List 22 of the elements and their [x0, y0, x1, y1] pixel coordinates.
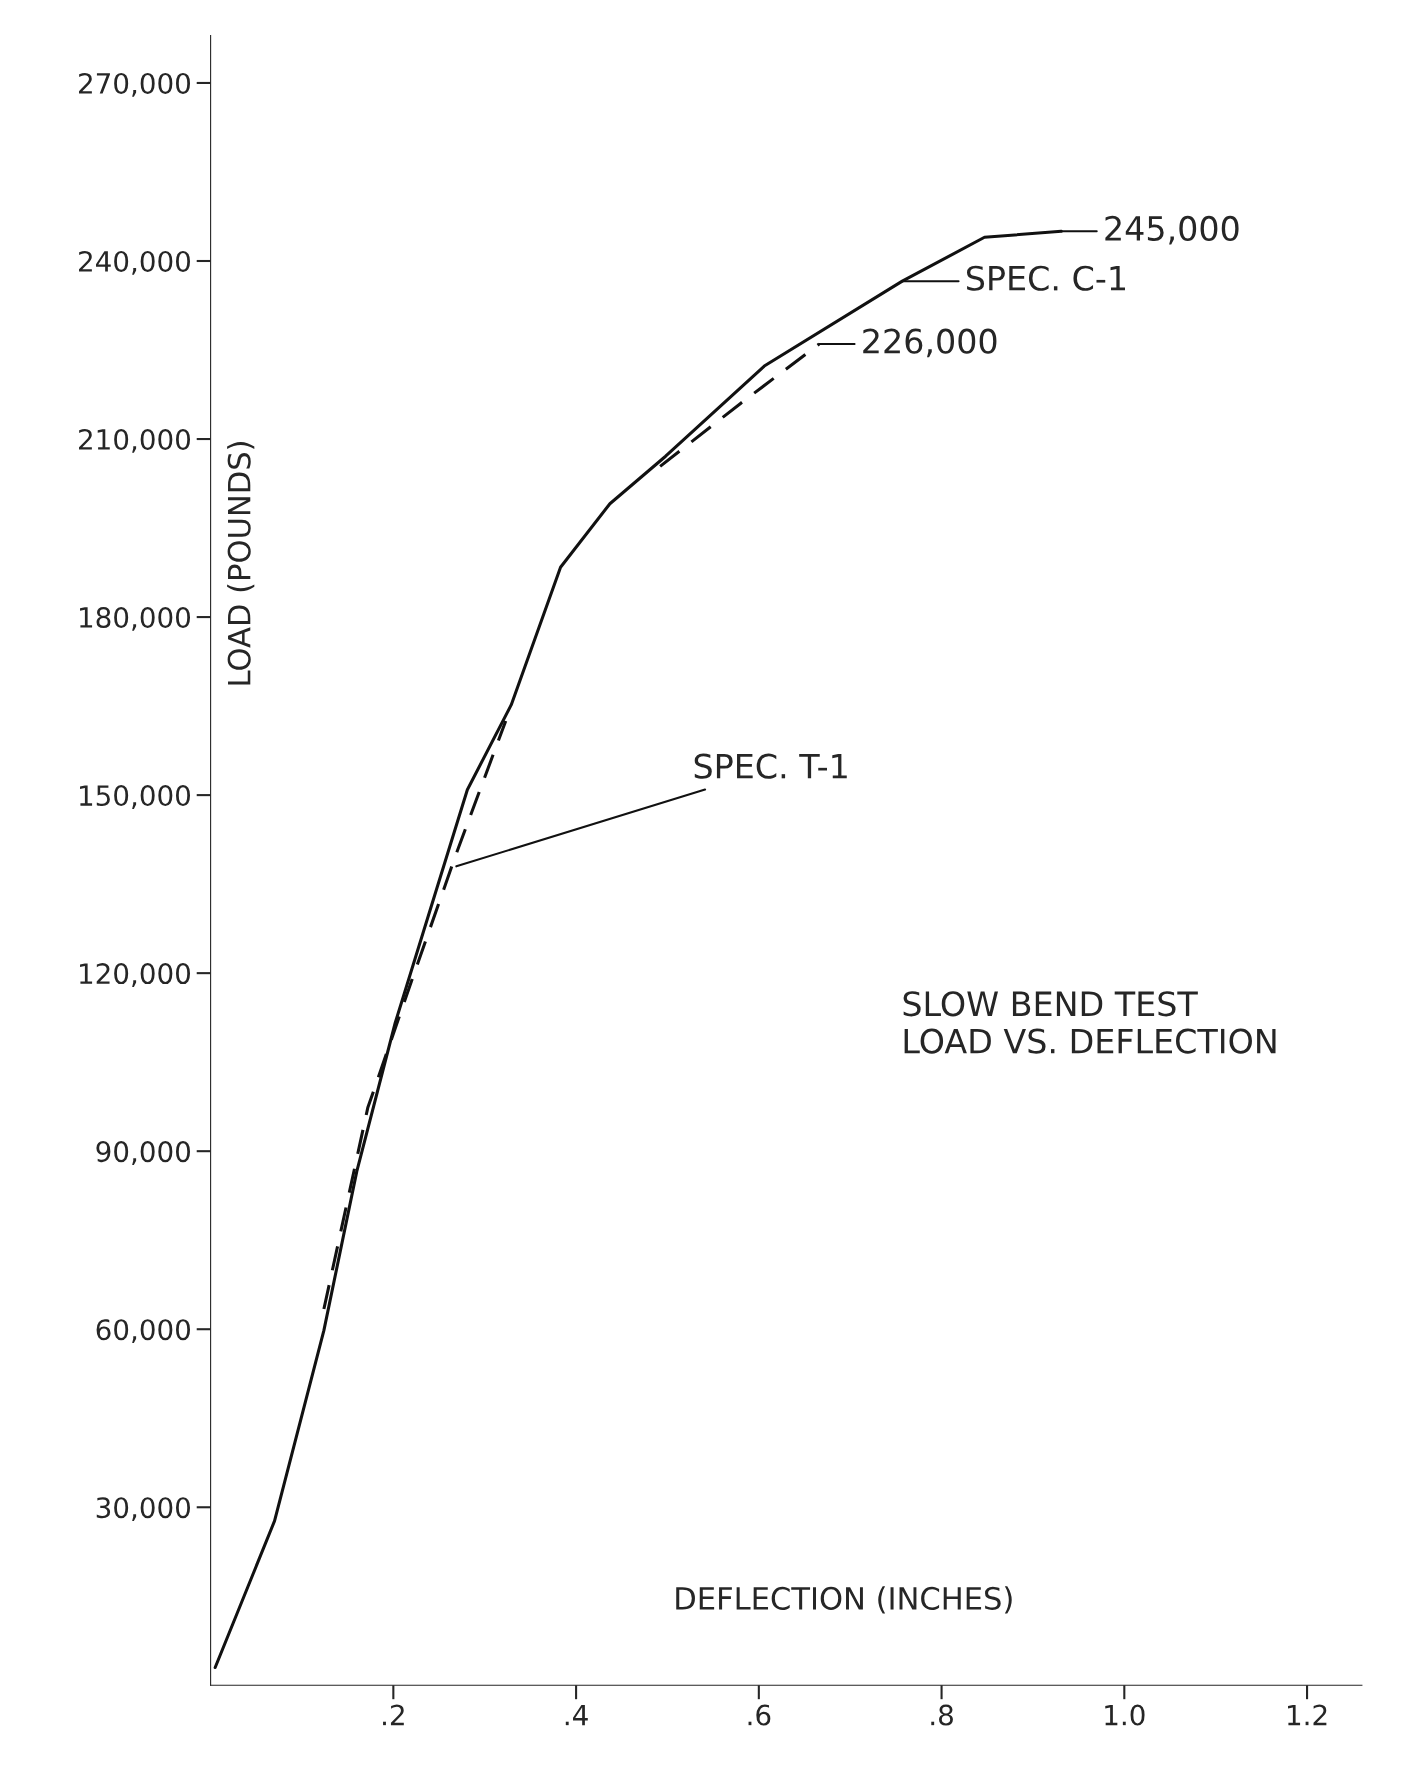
y-tick-label: 90,000: [96, 1141, 190, 1165]
annotation: 245,000: [1105, 215, 1239, 245]
y-tick-label: 120,000: [80, 963, 190, 987]
annotation: SPEC. T-1: [694, 753, 847, 779]
y-tick-label: 30,000: [96, 1497, 190, 1522]
annotation: SLOW BEND TEST LOAD VS. DEFLECTION: [903, 991, 1276, 1054]
y-tick-label: 270,000: [79, 72, 190, 97]
x-tick-label: 1.0: [1105, 1704, 1145, 1726]
annotation: 226,000: [863, 328, 997, 358]
x-tick-label: .8: [931, 1704, 953, 1726]
x-tick-label: 1.2: [1288, 1704, 1327, 1726]
x-tick-label: .6: [748, 1704, 771, 1726]
y-tick-label: 60,000: [96, 1319, 190, 1344]
y-tick-label: 240,000: [79, 250, 190, 275]
y-axis-title: LOAD (POUNDS): [227, 442, 255, 685]
x-tick-label: .2: [383, 1704, 404, 1726]
x-tick-label: .4: [565, 1704, 588, 1726]
y-tick-label: 150,000: [80, 785, 190, 809]
y-tick-label: 180,000: [80, 607, 190, 631]
annotation: SPEC. C-1: [966, 265, 1125, 291]
x-axis-title: DEFLECTION (INCHES): [676, 1586, 1012, 1614]
y-tick-label: 210,000: [79, 428, 190, 453]
